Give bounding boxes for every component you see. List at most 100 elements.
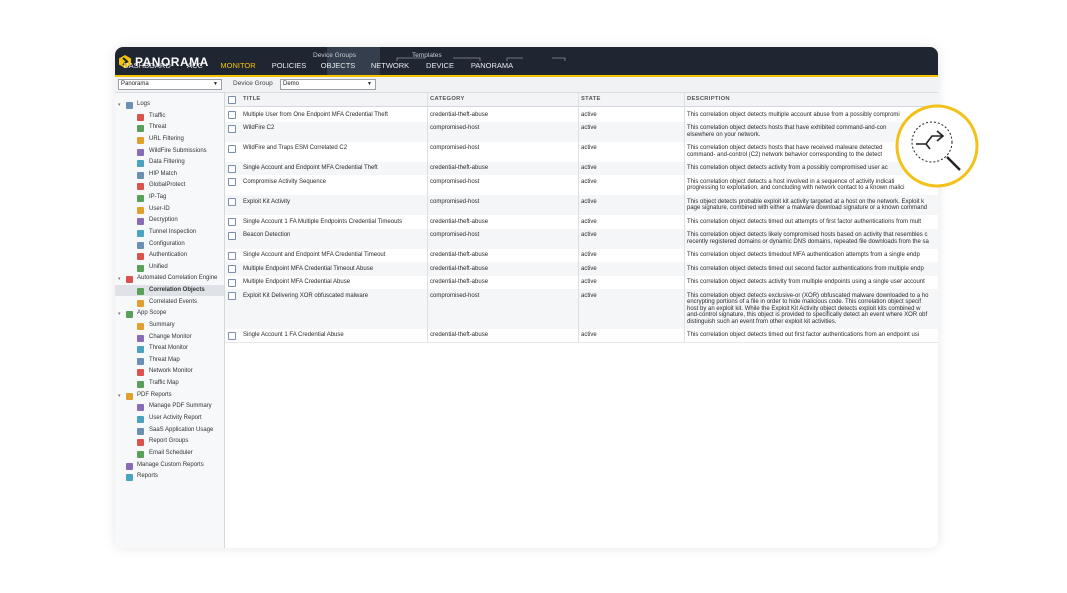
tree-item[interactable]: GlobalProtect bbox=[149, 182, 186, 189]
tree-item[interactable]: Authentication bbox=[149, 252, 188, 259]
row-checkbox[interactable] bbox=[228, 164, 236, 173]
nav-tab[interactable]: MONITOR bbox=[220, 61, 256, 70]
tree-item[interactable]: Threat Map bbox=[149, 356, 180, 363]
tree-item[interactable]: Decryption bbox=[149, 217, 178, 224]
table-cell: compromised-host bbox=[430, 125, 480, 131]
tree-item[interactable]: Threat Monitor bbox=[149, 345, 189, 352]
nav-tab[interactable]: ACC bbox=[187, 61, 203, 70]
accent-line bbox=[115, 75, 938, 77]
row-checkbox[interactable] bbox=[228, 331, 236, 340]
device-group-label: Device Group bbox=[233, 80, 273, 87]
tree-item[interactable]: Change Monitor bbox=[149, 333, 192, 340]
magnifier-badge bbox=[895, 104, 979, 188]
row-checkbox[interactable] bbox=[228, 265, 236, 273]
tree-item[interactable]: User Activity Report bbox=[149, 415, 202, 421]
table-cell: Beacon Detection bbox=[243, 232, 291, 238]
description-line: This correlation object detects exclusiv… bbox=[687, 292, 929, 299]
tree-icon bbox=[137, 357, 144, 365]
tree-item[interactable]: URL Filtering bbox=[149, 135, 184, 142]
row-checkbox[interactable] bbox=[228, 178, 236, 186]
tree-item[interactable]: Data Filtering bbox=[149, 159, 185, 166]
tree-icon bbox=[126, 474, 133, 482]
tree-item[interactable]: Traffic bbox=[149, 112, 166, 119]
description-line: This correlation object detects a host i… bbox=[687, 178, 895, 185]
row-checkbox[interactable] bbox=[228, 124, 236, 133]
nav-tab[interactable]: POLICIES bbox=[271, 61, 307, 70]
tree-item[interactable]: HIP Match bbox=[149, 170, 177, 177]
tree-section[interactable]: Logs bbox=[137, 101, 151, 107]
context-select[interactable]: Panorama ▼ bbox=[118, 79, 222, 90]
nav-tab[interactable]: PANORAMA bbox=[470, 61, 514, 70]
column-divider bbox=[684, 93, 685, 342]
column-divider bbox=[427, 93, 428, 342]
table-cell: credential-theft-abuse bbox=[430, 252, 489, 258]
tree-item[interactable]: Network Monitor bbox=[149, 368, 193, 375]
row-checkbox[interactable] bbox=[228, 144, 236, 153]
table-cell: active bbox=[581, 125, 597, 131]
tree-toggle[interactable]: ▾ bbox=[118, 276, 121, 283]
table-cell: active bbox=[581, 265, 597, 272]
table-cell: WildFire C2 bbox=[243, 125, 275, 131]
table-cell: compromised-host bbox=[430, 145, 480, 151]
table-cell: credential-theft-abuse bbox=[430, 279, 489, 285]
row-checkbox[interactable] bbox=[228, 218, 236, 226]
tree-item[interactable]: User-ID bbox=[149, 205, 170, 212]
tree-toggle[interactable]: ▾ bbox=[118, 392, 121, 399]
nav-tab[interactable]: NETWORK bbox=[370, 61, 410, 70]
table-cell: active bbox=[581, 218, 597, 225]
tree-item[interactable]: Unified bbox=[149, 263, 168, 270]
tree-section[interactable]: Manage Custom Reports bbox=[137, 461, 204, 468]
table-cell: active bbox=[581, 252, 597, 258]
tree-item[interactable]: Email Scheduler bbox=[149, 449, 193, 456]
description-line: This correlation object detects timed ou… bbox=[687, 265, 924, 272]
tree-section[interactable]: Reports bbox=[137, 473, 159, 480]
tree-item[interactable]: Traffic Map bbox=[149, 380, 179, 387]
row-checkbox[interactable] bbox=[228, 231, 236, 240]
tree-item[interactable]: Report Groups bbox=[149, 438, 189, 445]
column-header[interactable]: DESCRIPTION bbox=[687, 96, 730, 102]
tree-icon bbox=[137, 369, 144, 377]
tree-icon bbox=[137, 288, 144, 296]
column-header[interactable]: STATE bbox=[581, 96, 601, 102]
tree-icon bbox=[126, 276, 133, 284]
tree-section[interactable]: Automated Correlation Engine bbox=[137, 275, 218, 282]
table-cell: active bbox=[581, 292, 597, 299]
description-line: This correlation object detects likely c… bbox=[687, 232, 928, 238]
active-tab-bg bbox=[327, 47, 380, 75]
device-group-select[interactable]: Demo ▼ bbox=[280, 79, 376, 90]
tree-section[interactable]: App Scope bbox=[137, 310, 167, 317]
row-checkbox[interactable] bbox=[228, 251, 236, 260]
tree-item[interactable]: SaaS Application Usage bbox=[149, 426, 214, 433]
description-line: page signature, combined with either a m… bbox=[687, 205, 928, 211]
nav-tab[interactable]: OBJECTS bbox=[320, 61, 356, 70]
tree-item[interactable]: Summary bbox=[149, 321, 175, 328]
tree-item[interactable]: Tunnel Inspection bbox=[149, 228, 197, 235]
nav-tab[interactable]: DASHBOARD bbox=[123, 61, 171, 70]
description-line: recently registered domains or dynamic D… bbox=[687, 238, 929, 245]
tree-item[interactable]: Manage PDF Summary bbox=[149, 403, 212, 410]
tree-section[interactable]: PDF Reports bbox=[137, 391, 172, 398]
tree-item[interactable]: Correlated Events bbox=[149, 298, 198, 305]
row-checkbox[interactable] bbox=[228, 111, 236, 119]
table-cell: credential-theft-abuse bbox=[430, 332, 489, 338]
nav-tab[interactable]: DEVICE bbox=[426, 61, 454, 70]
row-checkbox[interactable] bbox=[228, 198, 236, 206]
column-header[interactable]: CATEGORY bbox=[430, 96, 465, 102]
column-header[interactable]: TITLE bbox=[243, 96, 261, 102]
tree-toggle[interactable]: ▾ bbox=[118, 102, 121, 108]
row-checkbox[interactable] bbox=[228, 292, 236, 300]
row-checkbox[interactable] bbox=[228, 278, 236, 287]
tree-item[interactable]: WildFire Submissions bbox=[149, 147, 207, 154]
table-header-bg bbox=[225, 93, 938, 107]
table-cell: Multiple Endpoint MFA Credential Abuse bbox=[243, 279, 351, 285]
description-line: host by an exploit kit. While the Exploi… bbox=[687, 305, 921, 312]
tree-item[interactable]: Threat bbox=[149, 124, 167, 131]
description-line: command- and-control (C2) network behavi… bbox=[687, 151, 883, 158]
tree-item[interactable]: Correlation Objects bbox=[149, 287, 205, 294]
select-all-checkbox[interactable] bbox=[228, 96, 236, 104]
tree-item[interactable]: Configuration bbox=[149, 240, 185, 247]
tree-toggle[interactable]: ▾ bbox=[118, 311, 121, 318]
description-line: This correlation object detects timed ou… bbox=[687, 218, 922, 225]
tree-item[interactable]: IP-Tag bbox=[149, 194, 167, 201]
table-cell: credential-theft-abuse bbox=[430, 111, 489, 118]
